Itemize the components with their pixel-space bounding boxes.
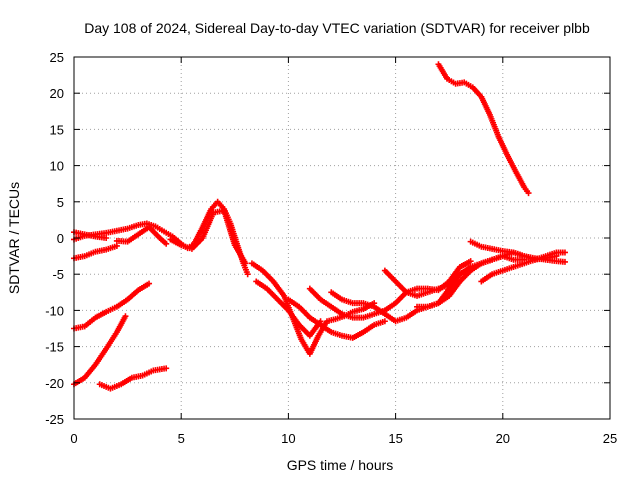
series-arc-10 [253, 278, 324, 339]
data-point [122, 313, 129, 320]
series-arc-11 [285, 296, 388, 341]
data-point [242, 260, 249, 267]
x-tick-label: 15 [388, 431, 402, 446]
x-tick-label: 5 [178, 431, 185, 446]
y-tick-label: -15 [45, 340, 64, 355]
series-arc-17 [478, 253, 560, 285]
x-tick-label: 25 [603, 431, 617, 446]
y-tick-label: 15 [50, 122, 64, 137]
y-tick-label: 5 [57, 195, 64, 210]
x-tick-label: 0 [70, 431, 77, 446]
y-tick-label: -25 [45, 412, 64, 427]
data-point [467, 258, 474, 265]
x-tick-label: 20 [496, 431, 510, 446]
x-axis-ticks: 0 5 10 15 20 25 [70, 57, 617, 446]
data-point [561, 258, 568, 265]
data-point [163, 240, 170, 247]
series-arc-4 [113, 224, 170, 247]
y-tick-label: 20 [50, 86, 64, 101]
series-arc-5 [167, 207, 249, 267]
x-axis-label: GPS time / hours [287, 457, 394, 473]
y-tick-label: 25 [50, 50, 64, 65]
y-tick-label: -20 [45, 376, 64, 391]
series-arc-1 [71, 242, 120, 262]
series-arc-15 [414, 253, 528, 310]
series-arc-7 [71, 313, 129, 388]
y-tick-label: -10 [45, 303, 64, 318]
data-point [553, 253, 560, 260]
data-point [381, 318, 388, 325]
data-point [244, 271, 251, 278]
data-point [146, 280, 153, 287]
series-arc-18 [435, 61, 532, 197]
data-point [103, 235, 110, 241]
x-tick-label: 10 [281, 431, 295, 446]
series-arc-8 [96, 365, 170, 392]
y-axis-label: SDTVAR / TECUs [6, 182, 22, 294]
data-marks [71, 61, 568, 392]
series-arc-3 [71, 229, 110, 241]
data-point [163, 365, 170, 372]
y-tick-label: -5 [52, 267, 64, 282]
data-point [525, 190, 532, 197]
chart-title: Day 108 of 2024, Sidereal Day-to-day VTE… [84, 20, 590, 36]
grid-lines [74, 57, 610, 419]
data-point [113, 242, 120, 249]
series-arc-9 [248, 260, 378, 357]
y-tick-label: 10 [50, 159, 64, 174]
y-axis-ticks: -25 -20 -15 -10 -5 0 5 10 15 20 25 [45, 50, 610, 427]
series-arc-6 [71, 280, 153, 332]
data-point [561, 249, 568, 256]
y-tick-label: 0 [57, 231, 64, 246]
